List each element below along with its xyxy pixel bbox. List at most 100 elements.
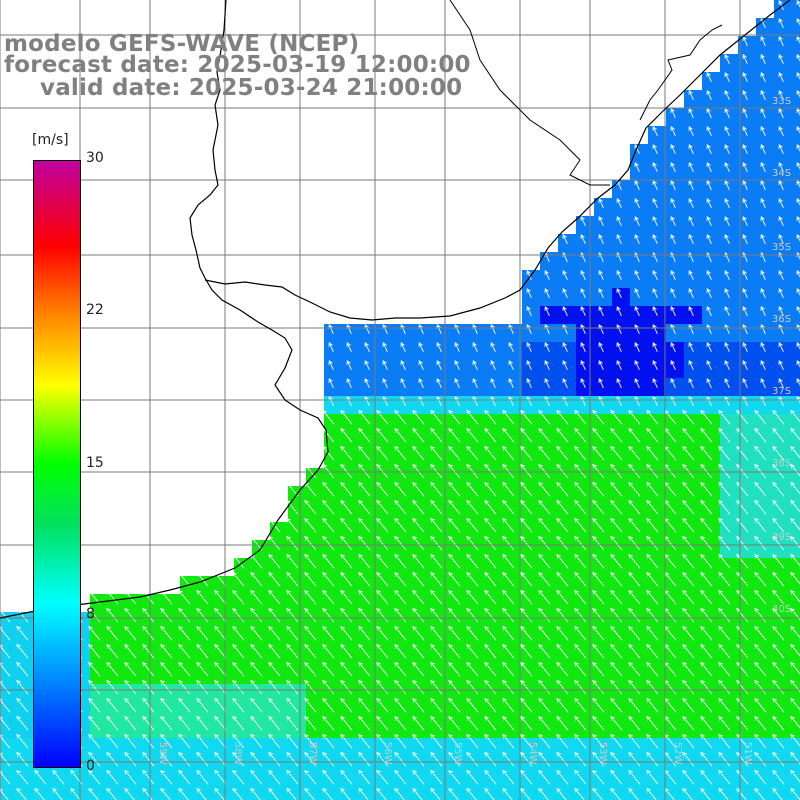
wind-arrow [742, 341, 748, 353]
wind-arrow [250, 715, 263, 731]
wind-arrow [598, 395, 604, 407]
wind-arrow [682, 697, 695, 713]
wind-arrow [430, 445, 443, 461]
wind-cell [486, 792, 504, 800]
wind-arrow [616, 197, 622, 209]
wind-arrow [778, 179, 784, 191]
wind-arrow [520, 409, 533, 425]
wind-arrow [484, 769, 497, 785]
wind-arrow [538, 445, 551, 461]
wind-arrow [682, 661, 695, 677]
wind-arrow [538, 427, 551, 443]
wind-arrow [778, 395, 784, 407]
wind-arrow [538, 751, 551, 767]
wind-arrow [556, 751, 569, 767]
wind-arrow [742, 215, 748, 227]
wind-arrow [688, 107, 694, 119]
wind-arrow [580, 287, 586, 299]
wind-arrow [304, 715, 317, 731]
wind-arrow [364, 377, 370, 389]
wind-arrow [472, 341, 478, 353]
wind-arrow [778, 233, 784, 245]
wind-arrow [286, 481, 299, 497]
wind-arrow [790, 733, 800, 747]
wind-cell [792, 144, 800, 162]
wind-arrow [400, 341, 406, 353]
wind-arrow [328, 377, 334, 389]
wind-arrow [520, 697, 533, 713]
wind-arrow [304, 535, 317, 551]
model-title: modelo GEFS-WAVE (NCEP) [4, 31, 360, 57]
wind-arrow [472, 323, 478, 335]
wind-arrow [430, 715, 443, 731]
wind-arrow [754, 571, 767, 587]
wind-arrow [382, 395, 388, 407]
wind-arrow [328, 341, 334, 353]
wind-arrow [394, 571, 407, 587]
wind-arrow [472, 395, 478, 407]
wind-arrow [778, 0, 784, 11]
wind-arrow [178, 589, 191, 605]
wind-arrow [16, 679, 29, 695]
wind-arrow [592, 427, 605, 443]
wind-arrow [670, 233, 676, 245]
wind-arrow [394, 553, 407, 569]
wind-arrow [364, 395, 370, 407]
wind-arrow [268, 733, 281, 749]
wind-arrow [646, 697, 659, 713]
wind-arrow [304, 643, 317, 659]
wind-arrow [634, 269, 640, 281]
wind-arrow [508, 323, 514, 335]
wind-arrow [250, 733, 263, 749]
wind-arrow [520, 517, 533, 533]
wind-arrow [652, 305, 658, 317]
wind-arrow [796, 305, 800, 314]
wind-arrow [574, 751, 587, 767]
wind-arrow [502, 625, 515, 641]
wind-arrow [376, 571, 389, 587]
wind-arrow [178, 751, 191, 767]
wind-arrow [160, 697, 173, 713]
wind-arrow [736, 481, 749, 497]
wind-arrow [610, 715, 623, 731]
wind-arrow [742, 143, 748, 155]
wind-arrow [700, 427, 713, 443]
wind-arrow [682, 499, 695, 515]
wind-arrow [448, 517, 461, 533]
wind-arrow [250, 553, 263, 569]
wind-arrow [412, 481, 425, 497]
wind-arrow [322, 571, 335, 587]
wind-arrow [610, 733, 623, 749]
wind-arrow [610, 409, 623, 425]
wind-arrow [394, 679, 407, 695]
wind-arrow [502, 409, 515, 425]
wind-arrow [736, 661, 749, 677]
wind-arrow [646, 769, 659, 785]
wind-arrow [376, 661, 389, 677]
wind-arrow [142, 733, 155, 749]
wind-arrow [142, 661, 155, 677]
wind-arrow [682, 769, 695, 785]
wind-arrow [772, 553, 785, 569]
wind-arrow [214, 607, 227, 623]
wind-arrow [346, 359, 352, 371]
wind-arrow [484, 589, 497, 605]
wind-arrow [250, 661, 263, 677]
wind-arrow [718, 427, 731, 443]
wind-arrow [286, 661, 299, 677]
wind-arrow [556, 607, 569, 623]
wind-arrow [304, 661, 317, 677]
latitude-label: 37S [772, 386, 791, 397]
wind-arrow [340, 625, 353, 641]
wind-arrow [724, 197, 730, 209]
wind-arrow [466, 571, 479, 587]
wind-arrow [142, 625, 155, 641]
wind-arrow [466, 553, 479, 569]
wind-arrow [466, 607, 479, 623]
wind-cell [792, 36, 800, 54]
wind-arrow [592, 463, 605, 479]
wind-arrow [250, 571, 263, 587]
wind-arrow [592, 553, 605, 569]
